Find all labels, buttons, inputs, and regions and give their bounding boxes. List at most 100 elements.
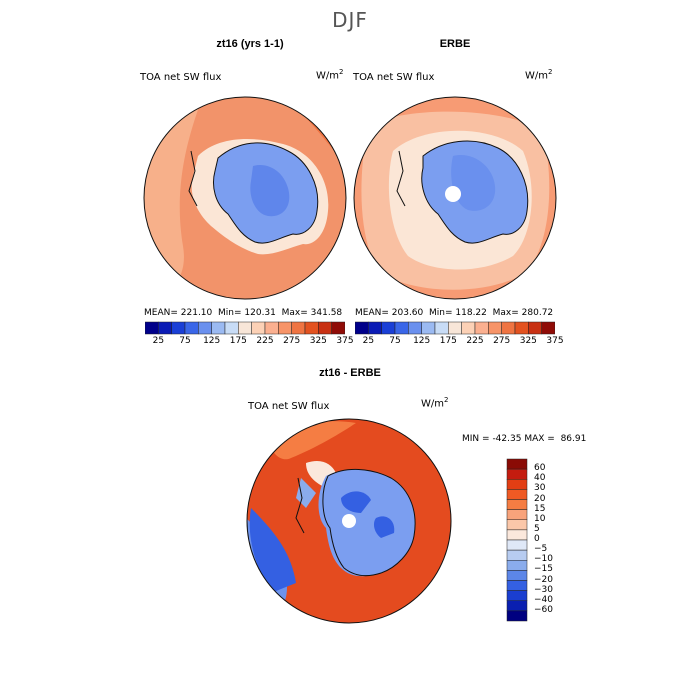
- colorbar-model: [145, 321, 345, 335]
- colorbar-tick-label: 25: [362, 336, 375, 346]
- panel-title-diff: zt16 - ERBE: [319, 367, 381, 379]
- colorbar-cell: [355, 321, 369, 335]
- peninsula-coast: [188, 150, 198, 207]
- colorbar-cell: [318, 321, 332, 335]
- colorbar-cell: [501, 321, 516, 335]
- colorbar-cell: [506, 580, 528, 591]
- peninsula-coast: [295, 477, 305, 534]
- polar-map-model: [143, 96, 347, 300]
- antarctica-field-core: [451, 155, 496, 211]
- colorbar-cell: [514, 321, 529, 335]
- colorbar-tick-label: 325: [519, 336, 537, 346]
- colorbar-obs: [355, 321, 555, 335]
- colorbar-cell: [488, 321, 502, 335]
- colorbar-cell: [506, 489, 528, 500]
- colorbar-cell: [171, 321, 186, 335]
- panel-title-obs: ERBE: [439, 38, 471, 50]
- colorbar-cell: [506, 519, 528, 531]
- colorbar-tick-label: 175: [229, 336, 247, 346]
- diff-field-deep-b: [373, 516, 395, 538]
- colorbar-cell: [394, 321, 409, 335]
- colorbar-tick-label: 275: [283, 336, 301, 346]
- colorbar-cell: [528, 321, 542, 335]
- variable-label-model: TOA net SW flux: [140, 72, 222, 83]
- colorbar-cell: [541, 321, 555, 335]
- units-label-model: W/m2: [316, 68, 344, 82]
- colorbar-tick-label: 375: [336, 336, 354, 346]
- colorbar-tick-label: 175: [439, 336, 457, 346]
- colorbar-cell: [278, 321, 292, 335]
- diff-field-antarctica: [318, 469, 416, 577]
- colorbar-tick-label: 325: [309, 336, 327, 346]
- colorbar-cell: [506, 570, 528, 581]
- colorbar-cell: [506, 458, 528, 470]
- colorbar-cell: [421, 321, 436, 335]
- map-border: [353, 96, 557, 300]
- stats-obs: MEAN= 203.60 Min= 118.22 Max= 280.72: [355, 308, 554, 318]
- colorbar-tick-label: 15: [534, 503, 546, 514]
- colorbar-tick-label: 375: [546, 336, 564, 346]
- colorbar-cell: [506, 610, 528, 622]
- colorbar-cell: [506, 560, 528, 571]
- colorbar-cell: [434, 321, 449, 335]
- colorbar-tick-label: −30: [534, 584, 553, 595]
- colorbar-cell: [331, 321, 345, 335]
- colorbar-obs-ticks: 25 75 125 175 225 275 325 375: [355, 336, 564, 350]
- colorbar-diff: [506, 458, 528, 622]
- stats-diff: MIN = -42.35 MAX = 86.91: [462, 434, 587, 444]
- colorbar-cell: [506, 509, 528, 520]
- coastline: [213, 142, 319, 244]
- colorbar-cell: [198, 321, 212, 335]
- figure-title: DJF: [332, 8, 368, 32]
- colorbar-tick-label: −40: [534, 594, 553, 605]
- colorbar-cell: [145, 321, 159, 335]
- colorbar-tick-label: −10: [534, 554, 553, 565]
- diff-field-cool-west-deep: [249, 508, 296, 593]
- colorbar-tick-label: −60: [534, 604, 553, 615]
- colorbar-cell: [184, 321, 199, 335]
- colorbar-cell: [448, 321, 462, 335]
- colorbar-cell: [506, 549, 528, 561]
- colorbar-tick-label: 40: [534, 473, 546, 484]
- colorbar-cell: [506, 499, 528, 510]
- panel-title-model: zt16 (yrs 1-1): [216, 38, 284, 50]
- variable-label-obs: TOA net SW flux: [353, 72, 435, 83]
- coastline: [421, 140, 529, 244]
- colorbar-tick-label: 275: [493, 336, 511, 346]
- colorbar-cell: [506, 529, 528, 541]
- colorbar-tick-label: 5: [534, 523, 540, 534]
- colorbar-cell: [474, 321, 489, 335]
- colorbar-tick-label: −15: [534, 564, 553, 575]
- colorbar-cell: [506, 539, 528, 551]
- colorbar-tick-label: 60: [534, 463, 546, 474]
- pole-hole: [342, 514, 356, 528]
- colorbar-tick-label: 75: [389, 336, 401, 346]
- colorbar-tick-label: 125: [413, 336, 431, 346]
- colorbar-cell: [251, 321, 266, 335]
- colorbar-cell: [238, 321, 252, 335]
- units-label-obs: W/m2: [525, 68, 553, 82]
- colorbar-tick-label: 0: [534, 534, 540, 544]
- colorbar-tick-label: 125: [203, 336, 221, 346]
- colorbar-cell: [381, 321, 396, 335]
- peninsula-coast: [396, 150, 406, 207]
- variable-label-diff: TOA net SW flux: [248, 401, 330, 412]
- polar-map-obs: [353, 96, 557, 300]
- map-border: [143, 96, 347, 300]
- pole-hole: [445, 186, 461, 202]
- stats-model: MEAN= 221.10 Min= 120.31 Max= 341.58: [144, 308, 343, 318]
- colorbar-model-ticks: 25 75 125 175 225 275 325 375: [145, 336, 354, 350]
- antarctica-field-core: [250, 165, 290, 217]
- colorbar-cell: [506, 600, 528, 612]
- colorbar-cell: [304, 321, 319, 335]
- colorbar-tick-label: 10: [534, 513, 546, 524]
- colorbar-cell: [408, 321, 422, 335]
- colorbar-tick-label: 30: [534, 483, 546, 494]
- colorbar-tick-label: −5: [534, 544, 548, 555]
- colorbar-diff-ticks: 60 40 30 20 15 10 5 0 −5 −10 −15 −20 −30 −40 −60: [534, 458, 574, 622]
- colorbar-cell: [264, 321, 279, 335]
- colorbar-cell: [506, 479, 528, 490]
- colorbar-cell: [224, 321, 239, 335]
- colorbar-tick-label: 25: [152, 336, 165, 346]
- colorbar-cell: [506, 590, 528, 601]
